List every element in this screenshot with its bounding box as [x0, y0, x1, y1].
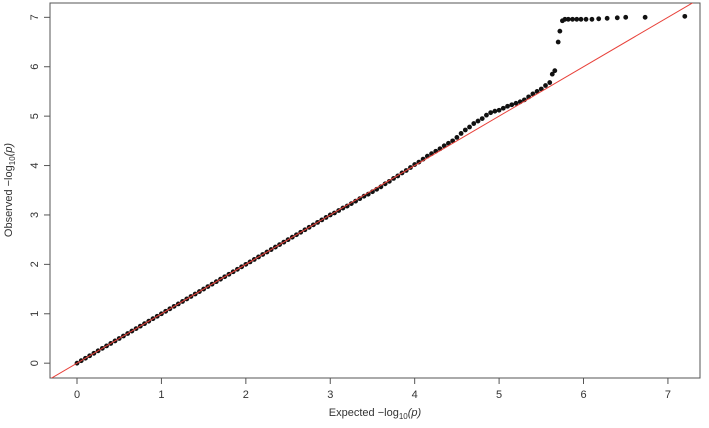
point: [462, 127, 468, 133]
x-tick-label: 1: [158, 389, 164, 401]
x-tick-label: 3: [327, 389, 333, 401]
point: [604, 15, 610, 21]
point: [484, 112, 489, 118]
y-label-end: (p): [3, 143, 15, 157]
point: [488, 110, 494, 116]
point: [475, 118, 481, 124]
point: [565, 16, 571, 22]
y-tick-label: 0: [29, 360, 41, 366]
point: [583, 16, 589, 22]
y-tick-label: 2: [29, 261, 41, 267]
point: [549, 71, 555, 77]
x-axis-label: Expected −log10(p): [329, 407, 422, 421]
y-tick-label: 6: [29, 64, 41, 70]
y-axis-label: Observed −log10(p): [3, 143, 17, 238]
point: [500, 105, 506, 111]
x-label-sub: 10: [399, 412, 408, 421]
point: [614, 15, 620, 21]
point: [467, 124, 472, 130]
point: [492, 108, 498, 114]
point: [543, 83, 548, 88]
x-tick-label: 4: [412, 389, 418, 401]
point: [479, 116, 485, 122]
point: [547, 80, 553, 85]
x-tick-label: 2: [243, 389, 249, 401]
y-label-sub: 10: [8, 156, 17, 165]
y-label-text: Observed −log: [3, 165, 15, 237]
point: [570, 16, 575, 22]
point: [555, 39, 561, 45]
y-tick-label: 1: [29, 311, 41, 317]
x-label-text: Expected −log: [329, 407, 399, 419]
x-tick-label: 6: [580, 389, 586, 401]
point: [578, 16, 584, 22]
y-tick-label: 5: [29, 113, 41, 119]
point: [509, 102, 515, 108]
point: [574, 16, 580, 22]
point: [458, 131, 464, 136]
point: [682, 13, 688, 19]
x-tick-label: 5: [496, 389, 502, 401]
x-tick-label: 7: [665, 389, 671, 401]
point: [557, 28, 563, 34]
point: [505, 103, 510, 109]
x-tick-label: 0: [74, 389, 80, 401]
y-tick-label: 4: [29, 162, 41, 168]
point: [471, 121, 477, 126]
y-tick-label: 7: [29, 14, 41, 20]
point: [562, 16, 568, 22]
point: [454, 134, 460, 140]
point: [623, 14, 629, 20]
plot-area: [50, 3, 694, 378]
point: [496, 107, 502, 113]
y-tick-label: 3: [29, 212, 41, 218]
point: [513, 100, 519, 106]
reference-line: [50, 3, 694, 378]
point: [589, 16, 595, 22]
plot-frame: [49, 2, 701, 379]
x-label-end: (p): [408, 407, 422, 419]
point: [642, 14, 648, 20]
point: [596, 16, 602, 22]
point: [552, 68, 558, 74]
